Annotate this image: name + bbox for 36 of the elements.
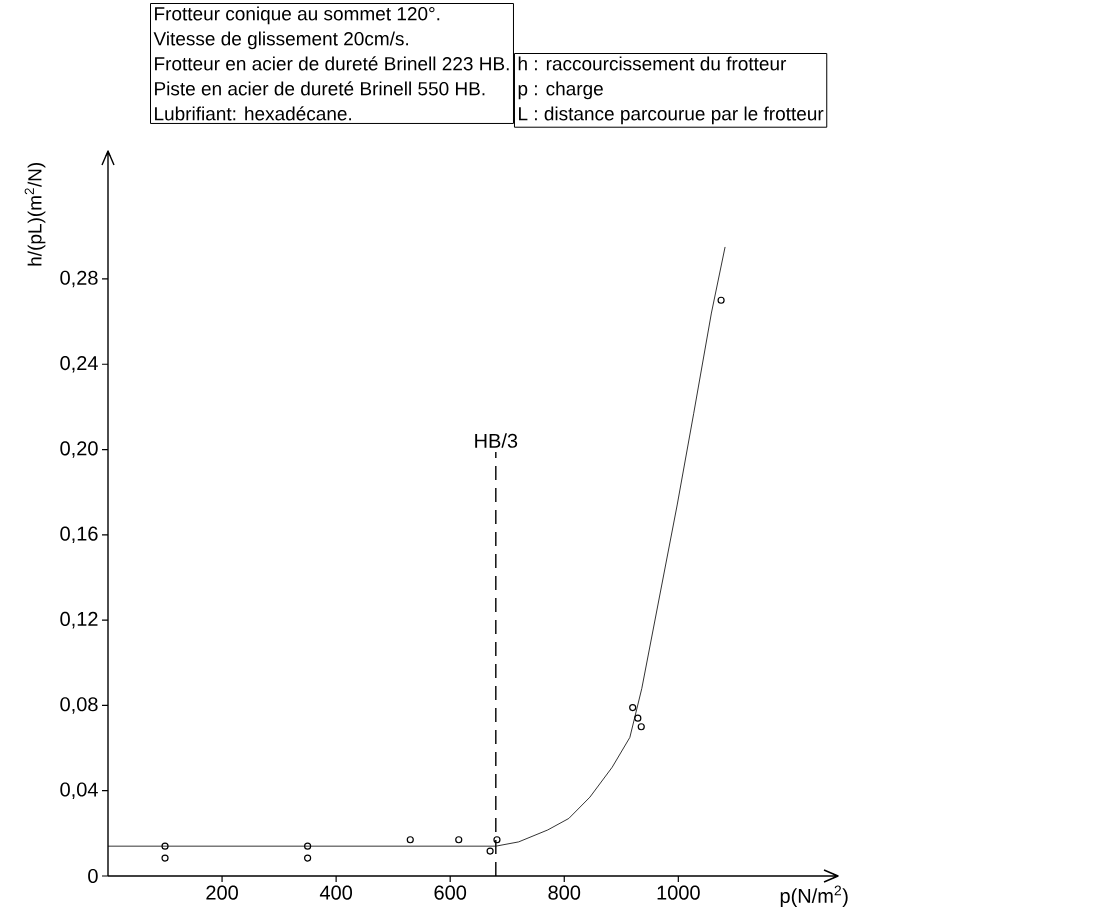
y-tick-label: 0,08 bbox=[60, 697, 98, 714]
x-axis-title: p(N/m$^{2}$) bbox=[780, 885, 848, 907]
point bbox=[486, 847, 494, 855]
text: Frotteur en acier de dureté Brinell 223 HB. bbox=[155, 56, 509, 71]
point bbox=[455, 836, 463, 844]
y-tick-label: 0,16 bbox=[60, 526, 98, 544]
y-tick-label: 0 bbox=[88, 868, 98, 884]
text: L : distance parcourue par le frotteur bbox=[519, 106, 824, 125]
text: h : raccourcissement du frotteur bbox=[518, 56, 787, 71]
point bbox=[493, 836, 501, 844]
text: Piste en acier de dureté Brinell 550 HB. bbox=[155, 81, 485, 96]
point bbox=[637, 723, 645, 731]
point bbox=[629, 703, 637, 712]
point bbox=[161, 854, 169, 862]
x-tick-label: 600 bbox=[434, 885, 467, 900]
point bbox=[161, 842, 169, 850]
y-tick-label: 0,20 bbox=[60, 441, 98, 458]
point bbox=[304, 842, 312, 850]
point bbox=[634, 714, 642, 722]
point bbox=[717, 296, 725, 304]
y-tick-label: 0,04 bbox=[60, 782, 98, 799]
text: Frotteur conique au sommet 120°. bbox=[155, 6, 440, 25]
x-tick-label: 200 bbox=[206, 885, 238, 900]
point bbox=[304, 854, 312, 862]
point bbox=[406, 836, 414, 844]
text: Vitesse de glissement 20cm/s. bbox=[153, 31, 408, 50]
y-axis-title: h/(pL)(m$^{2}$/N) bbox=[24, 162, 46, 266]
text: p : charge bbox=[518, 81, 603, 100]
x-tick-label: 1000 bbox=[657, 885, 700, 900]
x-tick-label: 400 bbox=[319, 885, 353, 900]
x-tick-label: 800 bbox=[548, 885, 581, 900]
y-tick-label: 0,12 bbox=[60, 611, 98, 629]
text: Lubrifiant: hexadécane. bbox=[155, 106, 352, 121]
y-tick-label: 0,24 bbox=[60, 355, 98, 373]
y-tick-label: 0,28 bbox=[60, 270, 98, 288]
ref-line-label: HB/3 bbox=[475, 433, 518, 448]
